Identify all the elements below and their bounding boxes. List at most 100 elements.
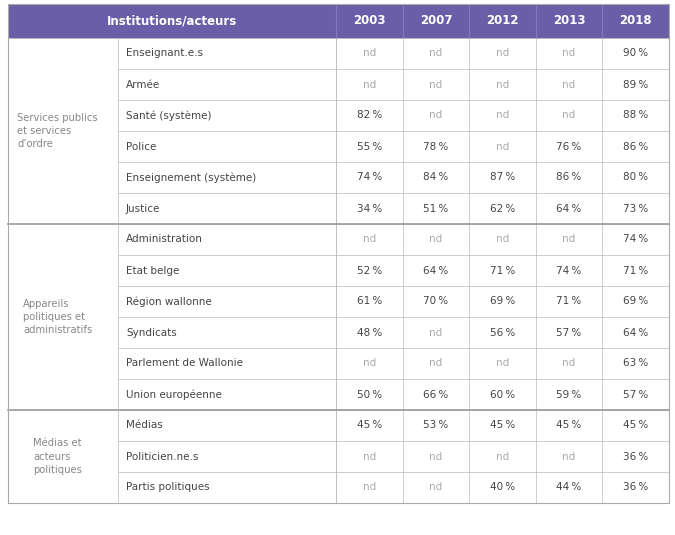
Text: 45 %: 45 % — [356, 421, 382, 431]
FancyBboxPatch shape — [8, 441, 669, 472]
Text: 60 %: 60 % — [490, 389, 515, 400]
Text: 2013: 2013 — [553, 14, 585, 27]
Text: 50 %: 50 % — [356, 389, 382, 400]
Text: Parlement de Wallonie: Parlement de Wallonie — [126, 358, 243, 369]
Text: 45 %: 45 % — [623, 421, 648, 431]
Text: 73 %: 73 % — [623, 203, 648, 213]
Text: Santé (système): Santé (système) — [126, 110, 211, 121]
Text: 62 %: 62 % — [490, 203, 515, 213]
Text: Médias: Médias — [126, 421, 163, 431]
Text: nd: nd — [496, 49, 509, 58]
Text: 59 %: 59 % — [556, 389, 582, 400]
Text: nd: nd — [496, 358, 509, 369]
Text: Politicien.ne.s: Politicien.ne.s — [126, 452, 198, 462]
Text: Administration: Administration — [126, 234, 203, 244]
Text: Union européenne: Union européenne — [126, 389, 222, 400]
FancyBboxPatch shape — [8, 286, 669, 317]
Text: 51 %: 51 % — [423, 203, 448, 213]
Text: nd: nd — [362, 452, 376, 462]
FancyBboxPatch shape — [8, 193, 669, 224]
FancyBboxPatch shape — [8, 379, 669, 410]
Text: 78 %: 78 % — [423, 141, 448, 151]
Text: Médias et
acteurs
politiques: Médias et acteurs politiques — [33, 438, 82, 475]
Text: 40 %: 40 % — [490, 483, 515, 493]
Text: 56 %: 56 % — [490, 327, 515, 338]
Text: 64 %: 64 % — [423, 265, 448, 276]
Text: nd: nd — [429, 234, 443, 244]
Text: Etat belge: Etat belge — [126, 265, 180, 276]
Text: 34 %: 34 % — [356, 203, 382, 213]
Text: nd: nd — [562, 234, 576, 244]
Text: 80 %: 80 % — [623, 172, 648, 182]
Text: Partis politiques: Partis politiques — [126, 483, 210, 493]
Text: nd: nd — [496, 111, 509, 120]
Text: 69 %: 69 % — [490, 296, 515, 307]
Text: nd: nd — [429, 111, 443, 120]
FancyBboxPatch shape — [8, 317, 669, 348]
Text: 57 %: 57 % — [623, 389, 648, 400]
Text: 84 %: 84 % — [423, 172, 448, 182]
Text: nd: nd — [496, 234, 509, 244]
Text: 74 %: 74 % — [356, 172, 382, 182]
Text: Police: Police — [126, 141, 157, 151]
Text: nd: nd — [496, 452, 509, 462]
Text: 53 %: 53 % — [423, 421, 448, 431]
Text: nd: nd — [429, 358, 443, 369]
Text: 2007: 2007 — [420, 14, 452, 27]
Text: Enseignement (système): Enseignement (système) — [126, 172, 256, 183]
Text: 69 %: 69 % — [623, 296, 648, 307]
Text: Armée: Armée — [126, 80, 160, 89]
Text: 48 %: 48 % — [356, 327, 382, 338]
Text: Enseignant.e.s: Enseignant.e.s — [126, 49, 203, 58]
Text: nd: nd — [562, 49, 576, 58]
Text: Syndicats: Syndicats — [126, 327, 177, 338]
Text: nd: nd — [362, 234, 376, 244]
Text: 2012: 2012 — [486, 14, 519, 27]
FancyBboxPatch shape — [8, 69, 669, 100]
Text: nd: nd — [362, 483, 376, 493]
FancyBboxPatch shape — [8, 38, 669, 69]
FancyBboxPatch shape — [8, 348, 669, 379]
Text: nd: nd — [429, 80, 443, 89]
Text: nd: nd — [429, 327, 443, 338]
Text: 52 %: 52 % — [356, 265, 382, 276]
FancyBboxPatch shape — [8, 100, 669, 131]
Text: 57 %: 57 % — [556, 327, 582, 338]
Text: 61 %: 61 % — [356, 296, 382, 307]
Text: Services publics
et services
d’ordre: Services publics et services d’ordre — [17, 113, 98, 149]
Text: 44 %: 44 % — [556, 483, 582, 493]
Text: 63 %: 63 % — [623, 358, 648, 369]
Text: nd: nd — [562, 80, 576, 89]
Text: 64 %: 64 % — [556, 203, 582, 213]
FancyBboxPatch shape — [8, 410, 669, 441]
Text: nd: nd — [562, 452, 576, 462]
Text: 76 %: 76 % — [556, 141, 582, 151]
Text: 45 %: 45 % — [490, 421, 515, 431]
Text: 45 %: 45 % — [556, 421, 582, 431]
Text: 89 %: 89 % — [623, 80, 648, 89]
Text: Justice: Justice — [126, 203, 161, 213]
Text: 66 %: 66 % — [423, 389, 448, 400]
Text: 36 %: 36 % — [623, 452, 648, 462]
Text: nd: nd — [362, 358, 376, 369]
FancyBboxPatch shape — [8, 131, 669, 162]
Text: 74 %: 74 % — [623, 234, 648, 244]
Text: 82 %: 82 % — [356, 111, 382, 120]
Text: 64 %: 64 % — [623, 327, 648, 338]
Text: 71 %: 71 % — [623, 265, 648, 276]
Text: nd: nd — [362, 49, 376, 58]
Text: 86 %: 86 % — [623, 141, 648, 151]
Text: Appareils
politiques et
administratifs: Appareils politiques et administratifs — [23, 299, 92, 335]
Text: Institutions/acteurs: Institutions/acteurs — [107, 14, 237, 27]
Text: nd: nd — [562, 111, 576, 120]
Text: 55 %: 55 % — [356, 141, 382, 151]
Text: nd: nd — [496, 80, 509, 89]
Text: 71 %: 71 % — [490, 265, 515, 276]
FancyBboxPatch shape — [8, 162, 669, 193]
Text: nd: nd — [362, 80, 376, 89]
Text: 70 %: 70 % — [423, 296, 448, 307]
Text: nd: nd — [562, 358, 576, 369]
Text: nd: nd — [429, 452, 443, 462]
Text: Région wallonne: Région wallonne — [126, 296, 212, 307]
Text: 88 %: 88 % — [623, 111, 648, 120]
